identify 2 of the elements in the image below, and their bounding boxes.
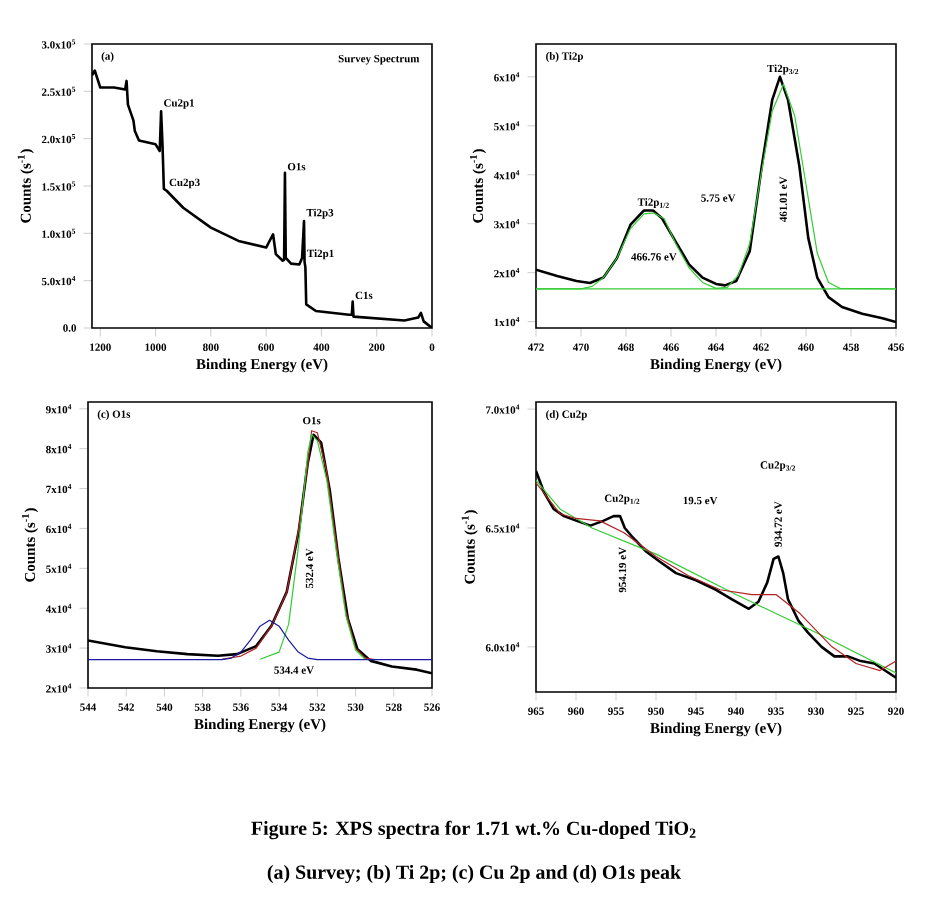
text: (a) Survey; (b) Ti 2p; (c) Cu 2p and (d) O1s peak [267, 864, 682, 884]
caption: Figure 5: XPS spectra for 1.71 wt.% Cu-doped TiO$_{2}$ [251, 820, 696, 840]
